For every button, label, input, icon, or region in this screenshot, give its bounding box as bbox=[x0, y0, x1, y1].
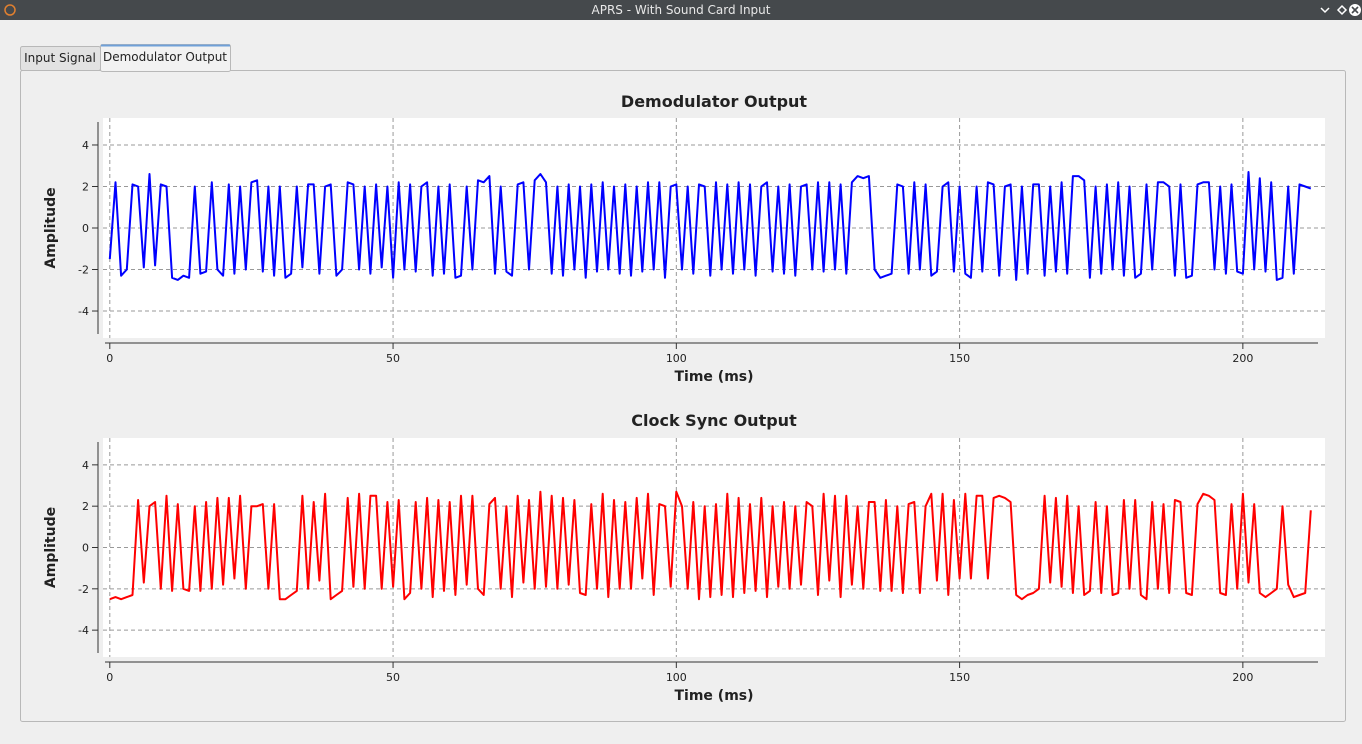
x-axis-label: Time (ms) bbox=[674, 688, 753, 704]
y-axis-label: Amplitude bbox=[43, 507, 59, 588]
window-title: APRS - With Sound Card Input bbox=[592, 3, 771, 17]
x-tick-label: 200 bbox=[1232, 671, 1253, 684]
x-tick-label: 100 bbox=[666, 671, 687, 684]
app-icon bbox=[4, 4, 16, 16]
y-tick-label: -2 bbox=[78, 264, 89, 277]
data-line bbox=[108, 171, 1312, 281]
y-tick-label: -2 bbox=[78, 583, 89, 596]
y-tick-label: 0 bbox=[82, 542, 89, 555]
y-tick-label: 4 bbox=[82, 139, 89, 152]
window-controls[interactable] bbox=[1320, 4, 1361, 16]
chart-title: Clock Sync Output bbox=[631, 411, 797, 430]
title-bar bbox=[0, 0, 1362, 20]
y-tick-label: 2 bbox=[82, 180, 89, 193]
tab-highlight bbox=[101, 44, 230, 47]
x-axis-label: Time (ms) bbox=[674, 369, 753, 385]
y-tick-label: 4 bbox=[82, 459, 89, 472]
tab-label[interactable]: Demodulator Output bbox=[103, 50, 227, 64]
y-axis-label: Amplitude bbox=[43, 187, 59, 268]
x-tick-label: 100 bbox=[666, 352, 687, 365]
y-tick-label: 2 bbox=[82, 500, 89, 513]
x-tick-label: 0 bbox=[106, 352, 113, 365]
x-tick-label: 200 bbox=[1232, 352, 1253, 365]
x-tick-label: 50 bbox=[386, 352, 400, 365]
x-tick-label: 150 bbox=[949, 352, 970, 365]
y-tick-label: 0 bbox=[82, 222, 89, 235]
x-tick-label: 50 bbox=[386, 671, 400, 684]
chart-title: Demodulator Output bbox=[621, 92, 808, 111]
y-tick-label: -4 bbox=[78, 305, 89, 318]
tab-label[interactable]: Input Signal bbox=[24, 51, 96, 65]
x-tick-label: 0 bbox=[106, 671, 113, 684]
data-line bbox=[109, 490, 1312, 601]
x-tick-label: 150 bbox=[949, 671, 970, 684]
y-tick-label: -4 bbox=[78, 624, 89, 637]
